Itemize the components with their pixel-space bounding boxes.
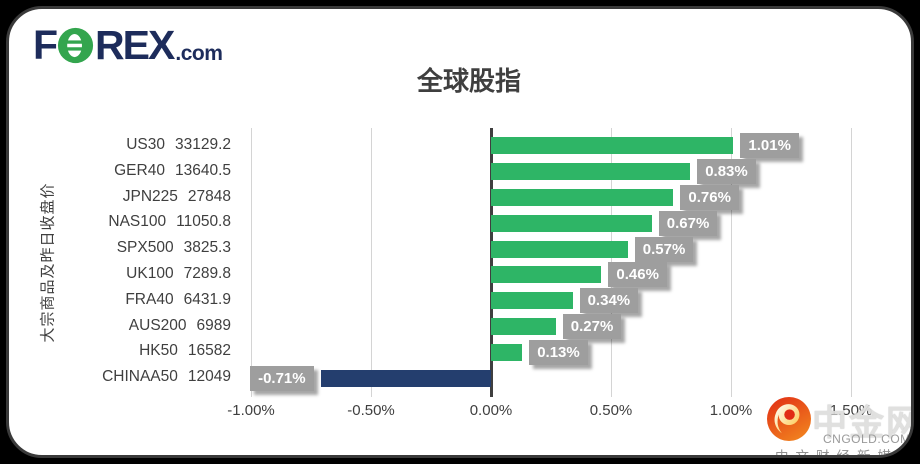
- index-symbol: CHINAA50: [102, 368, 178, 386]
- category-label: UK100 7289.8: [126, 265, 231, 283]
- index-symbol: HK50: [139, 342, 178, 360]
- bar-fra40: [491, 292, 573, 310]
- bar-ger40: [491, 163, 691, 181]
- value-label: 0.76%: [680, 185, 739, 210]
- value-label: 0.13%: [529, 339, 588, 365]
- x-tick-label: -0.50%: [347, 402, 395, 419]
- x-tick-label: 1.50%: [829, 402, 873, 419]
- value-label: 0.57%: [634, 236, 694, 262]
- value-label: 1.01%: [740, 133, 799, 159]
- close-price: 6431.9: [183, 290, 231, 308]
- value-label: 0.67%: [658, 210, 718, 236]
- index-symbol: FRA40: [125, 290, 174, 308]
- forex-o-euro-icon: [57, 27, 94, 63]
- x-tick-label: 0.00%: [469, 402, 513, 419]
- close-price: 6989: [196, 316, 231, 334]
- chart-area: -1.00% -0.50% 0.00% 0.50% 1.00% 1.50% US30 3312…: [9, 9, 911, 455]
- forex-logo-f: F: [33, 22, 58, 68]
- close-price: 16582: [187, 342, 231, 360]
- bar-nas100: [491, 214, 652, 232]
- x-tick-label: -1.00%: [227, 402, 275, 419]
- value-label: 0.27%: [562, 314, 622, 339]
- bar-chinaa50: [320, 369, 491, 387]
- index-symbol: JPN225: [122, 187, 178, 205]
- value-label: 0.83%: [697, 159, 756, 185]
- value-label: 0.34%: [579, 288, 639, 314]
- category-label: JPN225 27848: [123, 188, 231, 206]
- close-price: 11050.8: [176, 213, 231, 231]
- index-symbol: US30: [126, 135, 165, 153]
- value-label: -0.71%: [250, 365, 314, 391]
- close-price: 7289.8: [183, 264, 231, 282]
- gridline: [250, 128, 252, 397]
- category-label: AUS200 6989: [129, 317, 231, 335]
- forex-logo-rex: REX: [95, 22, 175, 68]
- zero-axis-line: [489, 128, 493, 397]
- close-price: 27848: [187, 187, 231, 205]
- category-label: SPX500 3825.3: [117, 239, 231, 257]
- bar-us30: [491, 137, 734, 155]
- bar-hk50: [491, 343, 523, 361]
- category-label: GER40 13640.5: [114, 162, 231, 180]
- category-label: FRA40 6431.9: [125, 291, 231, 309]
- bar-spx500: [491, 240, 628, 258]
- close-price: 13640.5: [174, 161, 231, 179]
- gridline: [730, 128, 732, 397]
- gridline: [850, 128, 852, 397]
- category-label: NAS100 11050.8: [108, 213, 231, 231]
- value-label: 0.46%: [608, 262, 667, 288]
- close-price: 12049: [187, 368, 231, 386]
- category-label: US30 33129.2: [126, 136, 231, 154]
- category-label: HK50 16582: [139, 342, 231, 360]
- x-tick-label: 0.50%: [589, 402, 633, 419]
- content-card: F REX .com 全球股指 大宗商品及昨日收盘价 -1.00% -0.50% 0…: [6, 6, 914, 458]
- gridline: [370, 128, 372, 397]
- forex-logo: F REX .com: [33, 21, 223, 69]
- x-tick-label: 1.00%: [709, 402, 753, 419]
- forex-logo-dotcom: .com: [175, 42, 223, 65]
- index-symbol: AUS200: [128, 316, 187, 334]
- chart-title: 全球股指: [416, 66, 521, 96]
- bar-jpn225: [491, 189, 674, 206]
- index-symbol: UK100: [126, 264, 174, 282]
- category-label: CHINAA50 12049: [102, 368, 231, 386]
- close-price: 3825.3: [183, 239, 231, 257]
- index-symbol: NAS100: [108, 213, 167, 231]
- index-symbol: SPX500: [116, 239, 174, 257]
- bar-uk100: [491, 266, 602, 284]
- close-price: 33129.2: [174, 135, 231, 153]
- bar-aus200: [491, 318, 556, 335]
- index-symbol: GER40: [114, 161, 165, 179]
